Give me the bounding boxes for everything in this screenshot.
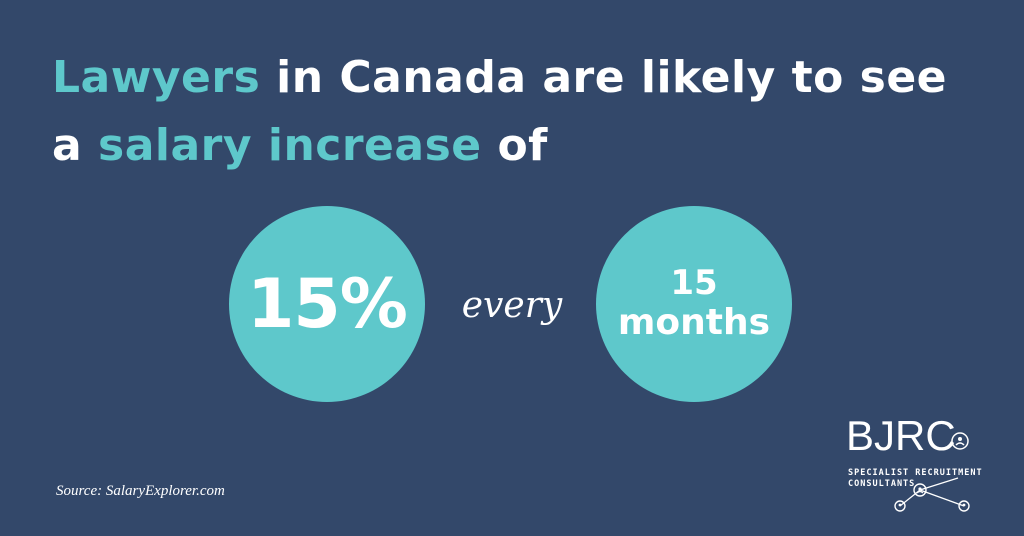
percent-value: 15%	[247, 264, 408, 344]
every-label: every	[461, 285, 563, 326]
period-number: 15	[670, 263, 718, 303]
headline-highlight-salary-increase: salary increase	[98, 120, 482, 171]
period-circle: 15 months	[596, 206, 792, 402]
network-icon	[894, 432, 970, 512]
bjrc-logo: BJRC SPECIALIST RECRUITMENT CONSULTANTS	[838, 412, 988, 522]
headline: Lawyers in Canada are likely to see a sa…	[52, 44, 992, 180]
logo-letters: BJRC	[846, 412, 956, 459]
period-unit: months	[617, 302, 771, 343]
logo-tagline-2: CONSULTANTS	[848, 479, 916, 489]
headline-text-1: in Canada are likely to see	[260, 52, 948, 103]
logo-tagline-1: SPECIALIST RECRUITMENT	[848, 468, 983, 478]
source-credit: Source: SalaryExplorer.com	[56, 483, 225, 499]
percent-circle: 15%	[229, 206, 425, 402]
headline-highlight-lawyers: Lawyers	[52, 52, 261, 103]
headline-text-3: of	[481, 120, 548, 171]
headline-text-2: a	[52, 120, 99, 171]
